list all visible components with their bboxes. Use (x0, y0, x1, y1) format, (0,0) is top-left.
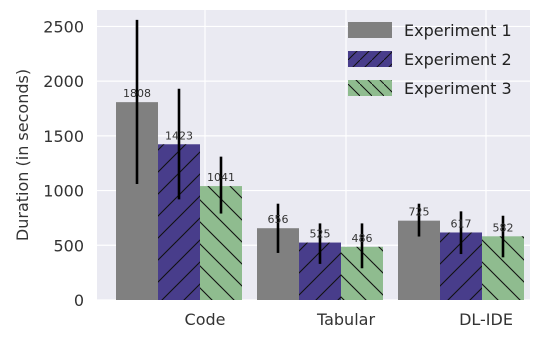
legend-label-experiment-2: Experiment 2 (404, 50, 512, 69)
y-tick-label: 2000 (43, 72, 84, 91)
x-tick-label: Tabular (316, 310, 375, 329)
legend-label-experiment-3: Experiment 3 (404, 79, 512, 98)
y-tick-label: 0 (74, 291, 84, 310)
legend-label-experiment-1: Experiment 1 (404, 21, 512, 40)
bar-value-labels: 1808 656 725 1423 525 617 1041 486 582 (123, 87, 514, 245)
bar-value-label: 656 (268, 213, 289, 226)
x-tick-label: Code (185, 310, 226, 329)
bar-value-label: 1808 (123, 87, 151, 100)
legend-swatch-experiment-1 (348, 22, 392, 38)
error-bars (135, 19, 505, 269)
bar-value-label: 617 (451, 217, 472, 230)
legend-swatch-hatch-experiment-2 (348, 51, 392, 67)
y-axis-ticks: 0 500 1000 1500 2000 2500 (43, 17, 84, 310)
bar-value-label: 1423 (165, 129, 193, 142)
legend-swatch-hatch-experiment-3 (348, 80, 392, 96)
y-tick-label: 1000 (43, 182, 84, 201)
x-tick-label: DL-IDE (459, 310, 513, 329)
y-tick-label: 500 (53, 236, 84, 255)
legend: Experiment 1 Experiment 2 Experiment 3 (348, 21, 512, 98)
y-tick-label: 1500 (43, 127, 84, 146)
y-tick-label: 2500 (43, 17, 84, 36)
bars (116, 102, 524, 300)
bar-value-label: 1041 (207, 171, 235, 184)
bar-value-label: 725 (409, 206, 430, 219)
bar-value-label: 525 (310, 228, 331, 241)
x-axis-ticks: Code Tabular DL-IDE (185, 310, 513, 329)
y-axis-title: Duration (in seconds) (13, 69, 32, 241)
bar-value-label: 582 (493, 221, 514, 234)
bar-value-label: 486 (352, 232, 373, 245)
